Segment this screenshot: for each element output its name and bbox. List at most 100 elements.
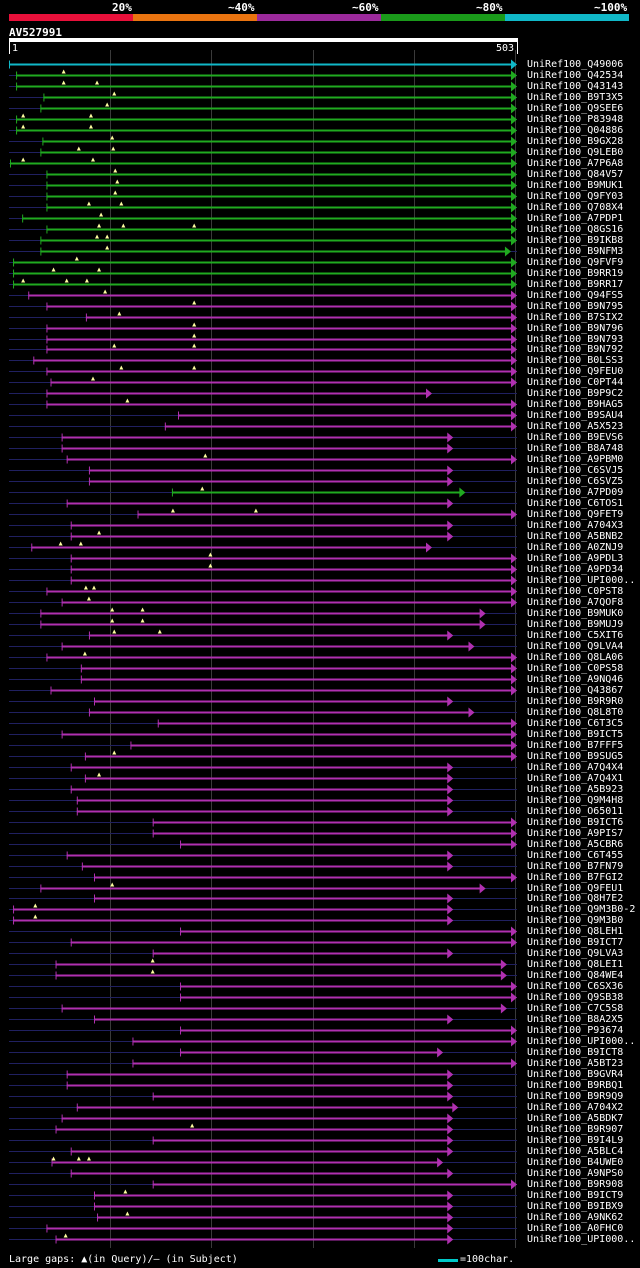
hit-label[interactable]: UniRef100_A9PIS7 <box>527 828 624 839</box>
hit-label[interactable]: UniRef100_Q8LEH1 <box>527 926 624 937</box>
hit-label[interactable]: UniRef100_Q9SB38 <box>527 992 624 1003</box>
hit-label[interactable]: UniRef100_B9R9Q9 <box>527 1091 624 1102</box>
hit-label[interactable]: UniRef100_A7PD09 <box>527 487 624 498</box>
hit-label[interactable]: UniRef100_A9NQ46 <box>527 674 624 685</box>
hit-label[interactable]: UniRef100_B0LSS3 <box>527 355 624 366</box>
hit-label[interactable]: UniRef100_B9RR19 <box>527 268 624 279</box>
hit-label[interactable]: UniRef100_A704X3 <box>527 520 624 531</box>
hit-label[interactable]: UniRef100_A7Q4X4 <box>527 762 624 773</box>
hit-label[interactable]: UniRef100_B9ICT8 <box>527 1047 624 1058</box>
hit-label[interactable]: UniRef100_B9IBX9 <box>527 1201 624 1212</box>
hit-label[interactable]: UniRef100_B9RBQ1 <box>527 1080 624 1091</box>
hit-label[interactable]: UniRef100_B9MUK1 <box>527 180 624 191</box>
hit-label[interactable]: UniRef100_UPI000.. <box>527 1036 636 1047</box>
hit-label[interactable]: UniRef100_Q43143 <box>527 81 624 92</box>
hit-label[interactable]: UniRef100_B9ICT5 <box>527 729 624 740</box>
hit-label[interactable]: UniRef100_Q9SEE6 <box>527 103 624 114</box>
hit-label[interactable]: UniRef100_Q9LEB0 <box>527 147 624 158</box>
hit-label[interactable]: UniRef100_C6SVZ5 <box>527 476 624 487</box>
hit-label[interactable]: UniRef100_Q9LVA4 <box>527 641 624 652</box>
hit-label[interactable]: UniRef100_A9NPS0 <box>527 1168 624 1179</box>
hit-label[interactable]: UniRef100_A5CBR6 <box>527 839 624 850</box>
hit-label[interactable]: UniRef100_B4UWE0 <box>527 1157 624 1168</box>
hit-label[interactable]: UniRef100_A5BNB2 <box>527 531 624 542</box>
hit-label[interactable]: UniRef100_Q9FVF9 <box>527 257 624 268</box>
hit-label[interactable]: UniRef100_A5BLC4 <box>527 1146 624 1157</box>
hit-label[interactable]: UniRef100_C0PST8 <box>527 586 624 597</box>
hit-label[interactable]: UniRef100_B7SIX2 <box>527 312 624 323</box>
hit-label[interactable]: UniRef100_B9NFM3 <box>527 246 624 257</box>
hit-label[interactable]: UniRef100_Q9FEU0 <box>527 366 624 377</box>
hit-label[interactable]: UniRef100_B9I4L9 <box>527 1135 624 1146</box>
hit-label[interactable]: UniRef100_Q8LA06 <box>527 652 624 663</box>
hit-label[interactable]: UniRef100_B9N793 <box>527 334 624 345</box>
hit-label[interactable]: UniRef100_C6T455 <box>527 850 624 861</box>
hit-label[interactable]: UniRef100_P83948 <box>527 114 624 125</box>
hit-label[interactable]: UniRef100_B9T3X5 <box>527 92 624 103</box>
hit-label[interactable]: UniRef100_A0FHC0 <box>527 1223 624 1234</box>
hit-label[interactable]: UniRef100_A5BDK7 <box>527 1113 624 1124</box>
hit-label[interactable]: UniRef100_Q8GS16 <box>527 224 624 235</box>
hit-label[interactable]: UniRef100_B9GX28 <box>527 136 624 147</box>
hit-label[interactable]: UniRef100_B9ICT7 <box>527 937 624 948</box>
hit-label[interactable]: UniRef100_B8A2X5 <box>527 1014 624 1025</box>
hit-label[interactable]: UniRef100_B9P9C2 <box>527 388 624 399</box>
hit-label[interactable]: UniRef100_A704X2 <box>527 1102 624 1113</box>
hit-label[interactable]: UniRef100_C7C5S8 <box>527 1003 624 1014</box>
hit-label[interactable]: UniRef100_B7FFF5 <box>527 740 624 751</box>
hit-label[interactable]: UniRef100_C6SX36 <box>527 981 624 992</box>
hit-label[interactable]: UniRef100_Q9FEU1 <box>527 883 624 894</box>
hit-label[interactable]: UniRef100_Q04886 <box>527 125 624 136</box>
hit-label[interactable]: UniRef100_C0PS58 <box>527 663 624 674</box>
hit-label[interactable]: UniRef100_P93674 <box>527 1025 624 1036</box>
hit-label[interactable]: UniRef100_A5B923 <box>527 784 624 795</box>
hit-label[interactable]: UniRef100_Q49006 <box>527 59 624 70</box>
hit-label[interactable]: UniRef100_B9R907 <box>527 1124 624 1135</box>
hit-label[interactable]: UniRef100_C6T3C5 <box>527 718 624 729</box>
hit-label[interactable]: UniRef100_C0PT44 <box>527 377 624 388</box>
hit-label[interactable]: UniRef100_Q94FS5 <box>527 290 624 301</box>
hit-label[interactable]: UniRef100_B9ICT9 <box>527 1190 624 1201</box>
hit-label[interactable]: UniRef100_Q8H7E2 <box>527 893 624 904</box>
hit-label[interactable]: UniRef100_B9MUK0 <box>527 608 624 619</box>
hit-label[interactable]: UniRef100_B9ICT6 <box>527 817 624 828</box>
hit-label[interactable]: UniRef100_B9IKB8 <box>527 235 624 246</box>
hit-label[interactable]: UniRef100_C6TOS1 <box>527 498 624 509</box>
hit-label[interactable]: UniRef100_UPI000.. <box>527 575 636 586</box>
hit-label[interactable]: UniRef100_B9GVR4 <box>527 1069 624 1080</box>
hit-label[interactable]: UniRef100_A5BT23 <box>527 1058 624 1069</box>
hit-label[interactable]: UniRef100_Q84WE4 <box>527 970 624 981</box>
hit-label[interactable]: UniRef100_C6SVJ5 <box>527 465 624 476</box>
hit-label[interactable]: UniRef100_B9EVS6 <box>527 432 624 443</box>
hit-label[interactable]: UniRef100_A7P6A8 <box>527 158 624 169</box>
hit-label[interactable]: UniRef100_B9N795 <box>527 301 624 312</box>
hit-label[interactable]: UniRef100_B8A748 <box>527 443 624 454</box>
hit-label[interactable]: UniRef100_Q42534 <box>527 70 624 81</box>
hit-label[interactable]: UniRef100_Q84V57 <box>527 169 624 180</box>
hit-label[interactable]: UniRef100_B9R9R0 <box>527 696 624 707</box>
hit-label[interactable]: UniRef100_B9SAU4 <box>527 410 624 421</box>
hit-label[interactable]: UniRef100_B9N792 <box>527 344 624 355</box>
hit-label[interactable]: UniRef100_Q9LVA3 <box>527 948 624 959</box>
hit-label[interactable]: UniRef100_Q9FET9 <box>527 509 624 520</box>
hit-label[interactable]: UniRef100_A9PD34 <box>527 564 624 575</box>
hit-label[interactable]: UniRef100_A7QOF8 <box>527 597 624 608</box>
hit-label[interactable]: UniRef100_B9R908 <box>527 1179 624 1190</box>
hit-label[interactable]: UniRef100_Q9M3B0 <box>527 915 624 926</box>
hit-label[interactable]: UniRef100_A9PDL3 <box>527 553 624 564</box>
hit-label[interactable]: UniRef100_Q43867 <box>527 685 624 696</box>
hit-label[interactable]: UniRef100_UPI000.. <box>527 1234 636 1245</box>
hit-label[interactable]: UniRef100_A9NK62 <box>527 1212 624 1223</box>
hit-label[interactable]: UniRef100_Q708X4 <box>527 202 624 213</box>
hit-label[interactable]: UniRef100_O65011 <box>527 806 624 817</box>
hit-label[interactable]: UniRef100_B9N796 <box>527 323 624 334</box>
hit-label[interactable]: UniRef100_B7FGI2 <box>527 872 624 883</box>
hit-label[interactable]: UniRef100_A9PBM0 <box>527 454 624 465</box>
hit-label[interactable]: UniRef100_Q9FY03 <box>527 191 624 202</box>
hit-label[interactable]: UniRef100_Q9M4H8 <box>527 795 624 806</box>
hit-label[interactable]: UniRef100_A7PDP1 <box>527 213 624 224</box>
hit-label[interactable]: UniRef100_Q8LEI1 <box>527 959 624 970</box>
hit-label[interactable]: UniRef100_B9RR17 <box>527 279 624 290</box>
hit-label[interactable]: UniRef100_B9HAG5 <box>527 399 624 410</box>
hit-label[interactable]: UniRef100_C5XIT6 <box>527 630 624 641</box>
